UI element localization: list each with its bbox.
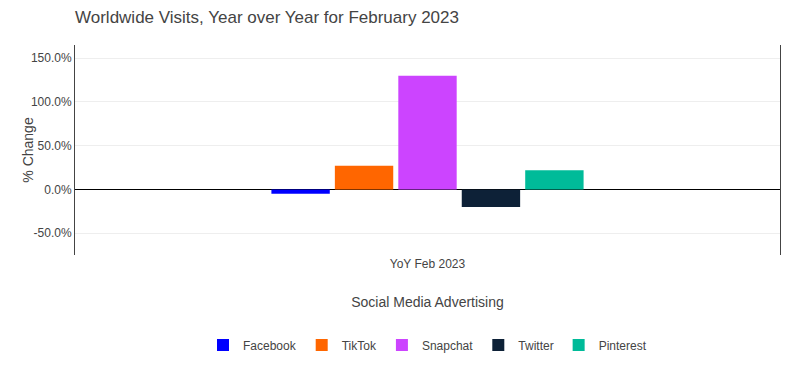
svg-text:Snapchat: Snapchat (422, 339, 473, 353)
svg-text:100.0%: 100.0% (31, 95, 72, 109)
svg-text:Pinterest: Pinterest (599, 339, 647, 353)
svg-text:150.0%: 150.0% (31, 51, 72, 65)
svg-text:Social Media Advertising: Social Media Advertising (351, 294, 504, 310)
svg-text:Twitter: Twitter (518, 339, 553, 353)
svg-text:50.0%: 50.0% (38, 139, 72, 153)
svg-text:TikTok: TikTok (342, 339, 377, 353)
svg-text:% Change: % Change (20, 117, 36, 183)
svg-text:Worldwide Visits, Year over Ye: Worldwide Visits, Year over Year for Feb… (75, 8, 459, 27)
svg-text:0.0%: 0.0% (44, 183, 72, 197)
svg-text:-50.0%: -50.0% (34, 226, 72, 240)
svg-text:YoY Feb 2023: YoY Feb 2023 (390, 257, 466, 271)
svg-text:Facebook: Facebook (243, 339, 297, 353)
